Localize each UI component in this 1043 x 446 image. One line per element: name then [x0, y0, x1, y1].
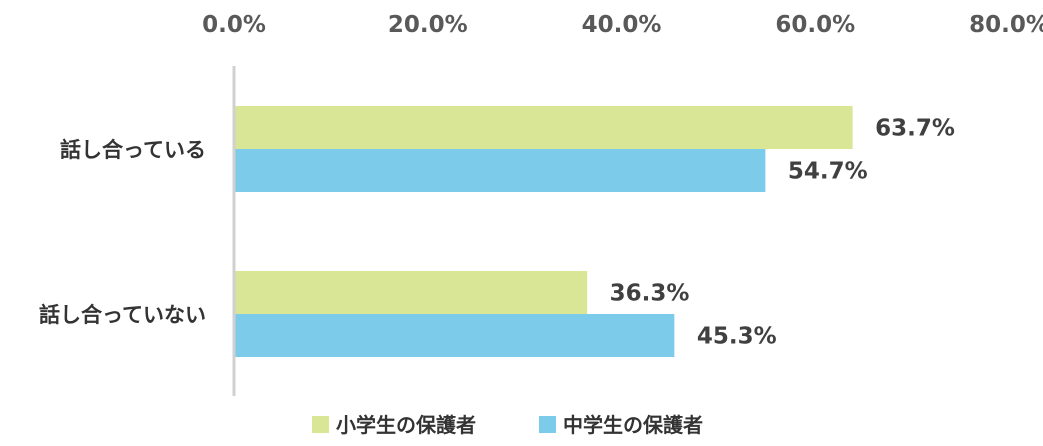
- x-tick-label: 0.0%: [202, 12, 266, 38]
- bar-elementary: [235, 106, 853, 149]
- legend: 小学生の保護者 中学生の保護者: [312, 413, 703, 437]
- data-labels: 63.7% 54.7% 36.3% 45.3%: [610, 116, 955, 350]
- bar-elementary: [235, 271, 588, 314]
- x-tick-label: 40.0%: [582, 12, 662, 38]
- legend-swatch: [539, 416, 556, 433]
- bar-junior-high: [235, 314, 675, 357]
- category-label: 話し合っていない: [39, 303, 206, 327]
- legend-label: 小学生の保護者: [336, 413, 476, 437]
- bar-junior-high: [235, 149, 766, 192]
- x-tick-label: 80.0%: [969, 12, 1043, 38]
- data-label: 54.7%: [788, 159, 868, 185]
- x-tick-label: 20.0%: [388, 12, 468, 38]
- x-axis-ticks: 0.0% 20.0% 40.0% 60.0% 80.0%: [202, 12, 1043, 38]
- bars: [235, 106, 853, 357]
- legend-label: 中学生の保護者: [563, 413, 703, 437]
- data-label: 45.3%: [697, 324, 777, 350]
- category-label: 話し合っている: [60, 138, 206, 162]
- legend-swatch: [312, 416, 329, 433]
- data-label: 63.7%: [875, 116, 955, 142]
- data-label: 36.3%: [610, 281, 690, 307]
- x-tick-label: 60.0%: [775, 12, 855, 38]
